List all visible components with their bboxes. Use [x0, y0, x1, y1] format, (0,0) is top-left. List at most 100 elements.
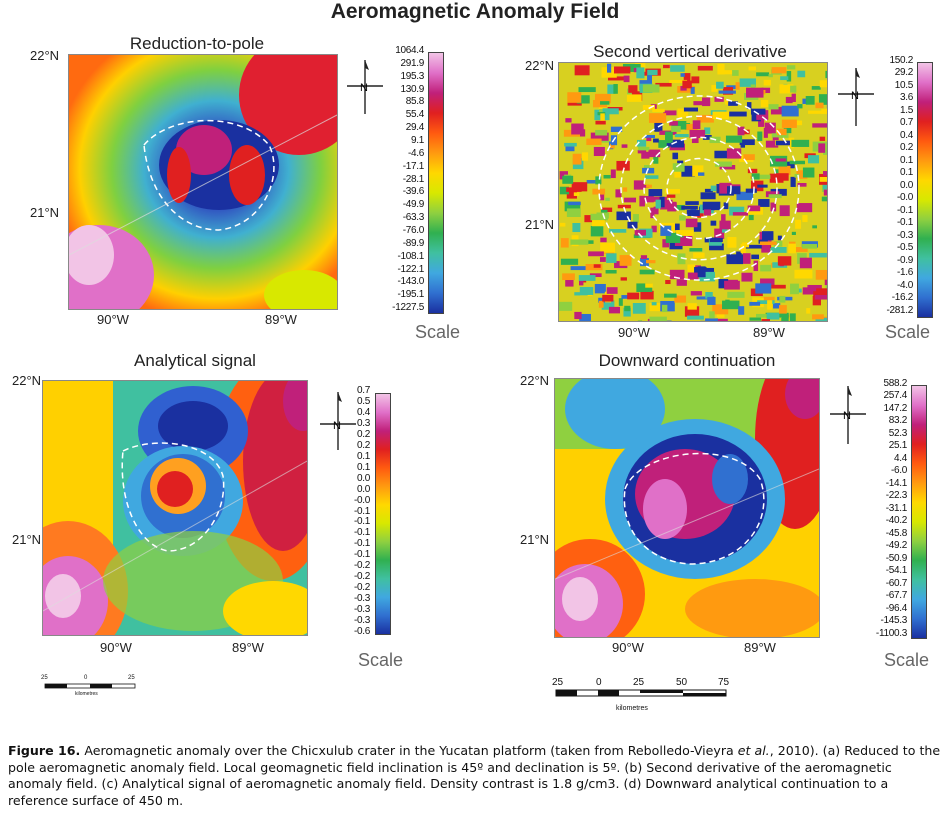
colorbar-tick-label: -67.7 — [885, 590, 908, 602]
colorbar-tick-label: -63.3 — [402, 212, 425, 224]
colorbar-tick-label: 0.0 — [899, 179, 913, 191]
scalebar-left-unit: kilometres — [75, 691, 98, 697]
colorbar-tick-label: -45.8 — [885, 527, 908, 539]
colorbar-tick-label: 0.7 — [356, 385, 370, 396]
colorbar-tick-label: -0.2 — [353, 571, 370, 583]
panel-b-lat-top: 22°N — [525, 58, 555, 73]
north-arrow-icon: N — [836, 66, 876, 126]
colorbar-tick-label: 150.2 — [889, 55, 913, 66]
colorbar-tick-label: 0.1 — [899, 167, 913, 179]
colorbar-tick-label: -0.2 — [353, 582, 370, 594]
colorbar-tick-label: -143.0 — [397, 276, 424, 288]
panel-a-lat-mid: 21°N — [30, 205, 60, 220]
colorbar-tick-label: -49.9 — [402, 199, 425, 211]
panel-d-lat-mid: 21°N — [520, 532, 550, 547]
panel-c-title: Analytical signal — [134, 351, 256, 370]
scalebar-left-tick: 25 — [128, 675, 135, 681]
colorbar-tick-label: -22.3 — [885, 490, 908, 502]
colorbar-tick-label: 0.1 — [899, 154, 913, 166]
colorbar-tick-label: 0.3 — [356, 417, 370, 429]
panel-c-lon-right: 89°W — [232, 640, 264, 655]
panel-a-title: Reduction-to-pole — [129, 34, 265, 53]
colorbar-tick-label: 29.4 — [405, 122, 425, 134]
colorbar-tick-label: -96.4 — [885, 602, 908, 614]
colorbar-tick-label: -16.2 — [891, 292, 914, 304]
colorbar-tick-label: -39.6 — [402, 186, 425, 198]
panel-c-lat-mid: 21°N — [12, 532, 42, 547]
colorbar-tick-label: -60.7 — [885, 577, 908, 589]
figure-title: Aeromagnetic Anomaly Field — [330, 0, 620, 23]
colorbar-tick-label: -49.2 — [885, 540, 908, 552]
north-arrow-icon: N — [318, 390, 358, 450]
colorbar-tick-label: -0.1 — [353, 516, 370, 528]
colorbar-tick-label: 147.2 — [883, 402, 907, 414]
panel-d-scale-label: Scale — [884, 650, 930, 670]
panel-d-title: Downward continuation — [598, 351, 776, 370]
colorbar-tick-label: -122.1 — [397, 263, 424, 275]
colorbar-tick-label: 0.7 — [899, 117, 913, 129]
colorbar-tick-label: -0.1 — [353, 538, 370, 550]
colorbar-tick-label: -54.1 — [885, 565, 908, 577]
colorbar-tick-label: -0.0 — [896, 192, 913, 204]
scalebar-right-unit: kilometres — [616, 705, 648, 712]
panel-a-lat-top: 22°N — [30, 48, 60, 63]
colorbar-tick-label: -6.0 — [890, 465, 907, 477]
colorbar-tick-label: -1100.3 — [875, 627, 907, 639]
colorbar-tick-label: -1.6 — [896, 267, 913, 279]
colorbar-tick-label: -28.1 — [402, 173, 425, 185]
panel-d-colorbar — [911, 385, 927, 639]
panel-b-lat-mid: 21°N — [525, 217, 555, 232]
colorbar-tick-label: -1227.5 — [392, 302, 424, 314]
colorbar-tick-label: 0.0 — [356, 483, 370, 495]
panel-a-map — [68, 54, 338, 310]
scalebar-right-tick: 25 — [552, 677, 564, 688]
colorbar-tick-label: -14.1 — [885, 477, 908, 489]
colorbar-tick-label: 4.4 — [893, 452, 907, 464]
colorbar-tick-label: 10.5 — [894, 79, 914, 91]
figure-caption: Figure 16. Aeromagnetic anomaly over the… — [8, 743, 942, 809]
colorbar-tick-label: 0.4 — [356, 406, 370, 418]
colorbar-tick-label: -17.1 — [402, 160, 425, 172]
scalebar-right-tick: 0 — [596, 677, 602, 688]
colorbar-tick-label: -40.2 — [885, 515, 908, 527]
caption-etal: et al. — [737, 743, 770, 758]
colorbar-tick-label: 9.1 — [410, 135, 424, 146]
colorbar-tick-label: 195.3 — [400, 70, 424, 82]
panel-c-lat-top: 22°N — [12, 373, 42, 388]
caption-label: Figure 16. — [8, 743, 81, 758]
panel-a-scale-label: Scale — [415, 322, 461, 342]
panel-c-map — [42, 380, 308, 636]
colorbar-tick-label: -0.3 — [896, 229, 913, 241]
colorbar-tick-label: 25.1 — [888, 440, 908, 452]
svg-text:N: N — [360, 82, 368, 94]
panel-b-colorbar-ticks: 150.2 29.2 10.5 3.6 1.5 0.7 0.4 0.2 0.1 0.1 0.0 -0.… — [868, 56, 913, 318]
scalebar-right-tick: 25 — [633, 677, 645, 688]
colorbar-tick-label: 29.2 — [894, 67, 914, 79]
colorbar-tick-label: 588.2 — [883, 378, 907, 389]
panel-a-colorbar-ticks: 1064.4 291.9 195.3 130.9 85.8 55.4 29.4 9.1 -4.6… — [378, 46, 424, 316]
scalebar-right-tick: 50 — [676, 677, 688, 688]
colorbar-tick-label: 0.4 — [899, 129, 913, 141]
svg-text:N: N — [333, 420, 341, 432]
colorbar-tick-label: -4.6 — [407, 147, 424, 159]
colorbar-tick-label: -108.1 — [397, 250, 424, 262]
panel-b-title: Second vertical derivative — [593, 42, 787, 61]
colorbar-tick-label: -50.9 — [885, 552, 908, 564]
scalebar-right — [552, 688, 732, 702]
colorbar-tick-label: -89.9 — [402, 237, 425, 249]
north-arrow-icon: N — [828, 384, 868, 444]
panel-d-map — [554, 378, 820, 638]
scalebar-left-tick: 0 — [84, 675, 88, 681]
scalebar-left — [42, 677, 142, 703]
colorbar-tick-label: -0.1 — [896, 204, 913, 216]
colorbar-tick-label: 0.2 — [899, 142, 913, 154]
panel-c-scale-label: Scale — [358, 650, 404, 670]
colorbar-tick-label: -0.3 — [353, 604, 370, 616]
colorbar-tick-label: 0.0 — [356, 472, 370, 484]
caption-text-rest: , 2010). (a) Reduced to the pole aeromag… — [8, 743, 941, 808]
scalebar-right-tick: 75 — [718, 677, 730, 688]
colorbar-tick-label: -145.3 — [880, 615, 907, 627]
colorbar-tick-label: 0.5 — [356, 395, 370, 407]
panel-c-lon-left: 90°W — [100, 640, 132, 655]
panel-c-colorbar-ticks: 0.7 0.5 0.4 0.3 0.2 0.2 0.1 0.1 0.0 0.0 -0.0 -0.1 -0… — [330, 386, 370, 638]
